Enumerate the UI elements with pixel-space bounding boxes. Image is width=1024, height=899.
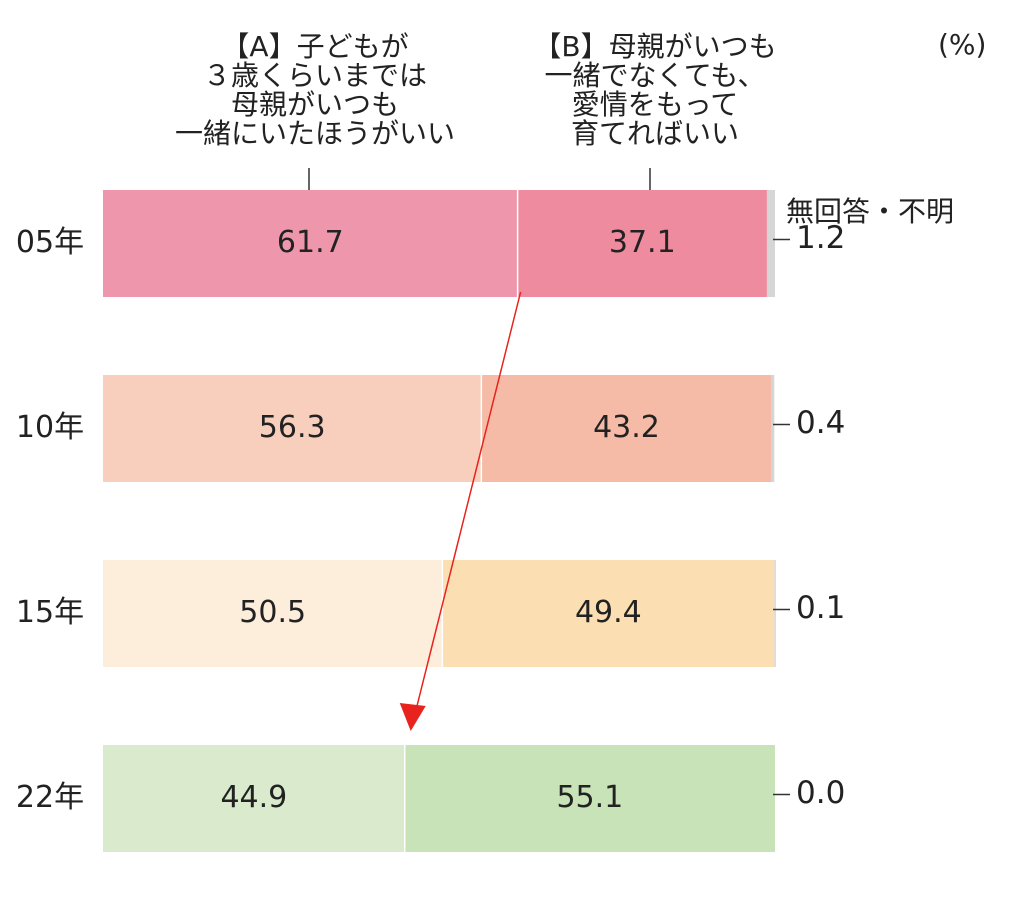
trend-arrow-head [399, 703, 426, 731]
data-label-a: 50.5 [239, 595, 306, 630]
bar-segment-b [481, 375, 772, 482]
data-label-no-response: 0.4 [796, 405, 845, 441]
data-label-a: 44.9 [220, 780, 287, 815]
bar-segment-a [103, 190, 518, 297]
data-label-b: 55.1 [556, 780, 623, 815]
category-label: 22年 [16, 780, 84, 815]
data-label-no-response: 0.0 [796, 775, 845, 811]
data-label-b: 43.2 [593, 410, 660, 445]
bar-segment-no-response [771, 375, 775, 482]
category-label: 10年 [16, 410, 84, 445]
data-label-a: 61.7 [277, 225, 344, 260]
data-label-b: 49.4 [575, 595, 642, 630]
bar-segment-a [103, 560, 443, 667]
data-label-no-response: 0.1 [796, 590, 845, 626]
bar-segment-no-response [766, 190, 775, 297]
bar-segment-b [404, 745, 775, 852]
bar-segment-b [517, 190, 767, 297]
trend-arrow-line [412, 291, 522, 724]
category-label: 05年 [16, 225, 84, 260]
legend-series-b: 【B】母親がいつも 一緒でなくても、 愛情をもって 育てればいい [533, 30, 777, 150]
bar-segment-a [103, 375, 482, 482]
bar-segment-a [103, 745, 405, 852]
category-label: 15年 [16, 595, 84, 630]
unit-label: (%) [938, 28, 987, 61]
data-label-b: 37.1 [609, 225, 676, 260]
data-label-a: 56.3 [259, 410, 326, 445]
bar-segment-b [442, 560, 775, 667]
bar-segment-no-response [774, 560, 776, 667]
legend-no-response: 無回答・不明 [786, 195, 955, 228]
legend-series-a: 【A】子どもが ３歳くらいまでは 母親がいつも 一緒にいたほうがいい [174, 30, 455, 150]
data-label-no-response: 1.2 [796, 220, 845, 256]
